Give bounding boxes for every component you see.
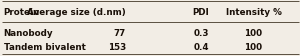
- Text: PDI: PDI: [193, 8, 209, 17]
- Text: 0.3: 0.3: [193, 28, 209, 37]
- Text: 100: 100: [244, 28, 262, 37]
- Text: 100: 100: [244, 43, 262, 51]
- Text: Nanobody: Nanobody: [4, 28, 53, 37]
- Text: Tandem bivalent: Tandem bivalent: [4, 43, 85, 51]
- Text: Intensity %: Intensity %: [226, 8, 281, 17]
- Text: Average size (d.nm): Average size (d.nm): [27, 8, 126, 17]
- Text: 77: 77: [114, 28, 126, 37]
- Text: Protein: Protein: [4, 8, 40, 17]
- Text: 0.4: 0.4: [193, 43, 209, 51]
- Text: 153: 153: [108, 43, 126, 51]
